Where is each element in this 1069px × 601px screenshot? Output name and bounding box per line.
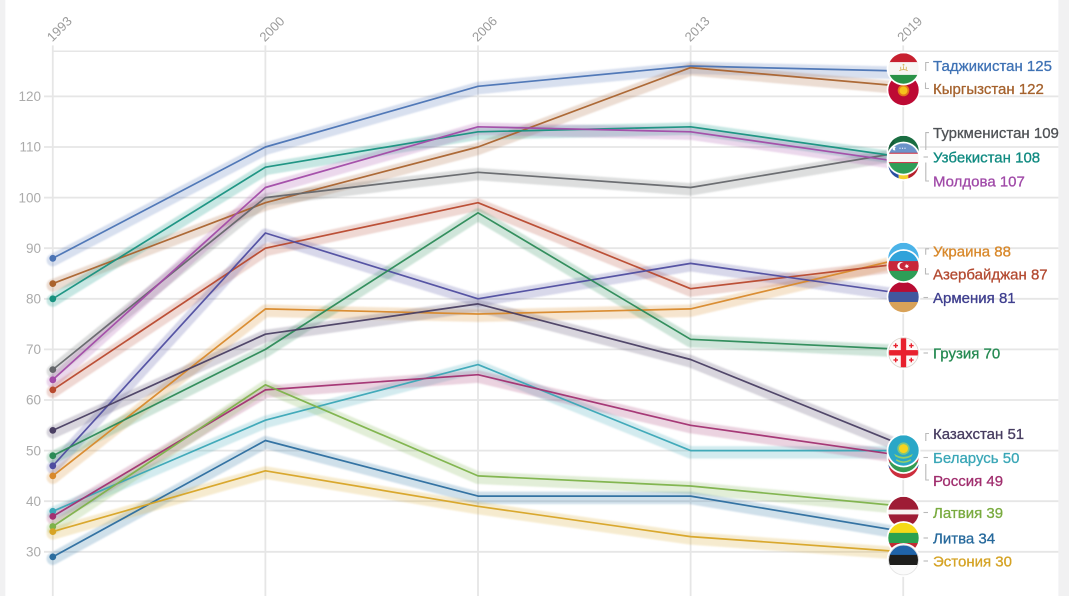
- svg-text:Казахстан 51: Казахстан 51: [933, 426, 1024, 443]
- svg-text:110: 110: [19, 140, 41, 155]
- svg-text:Беларусь 50: Беларусь 50: [933, 450, 1019, 467]
- svg-text:Узбекистан 108: Узбекистан 108: [933, 149, 1040, 166]
- svg-text:50: 50: [26, 443, 41, 458]
- svg-text:30: 30: [26, 545, 41, 560]
- svg-text:70: 70: [26, 342, 41, 357]
- svg-text:40: 40: [26, 494, 41, 509]
- svg-text:90: 90: [26, 241, 41, 256]
- svg-text:Литва 34: Литва 34: [933, 530, 995, 547]
- svg-text:Грузия 70: Грузия 70: [933, 345, 1000, 362]
- svg-text:Кыргызстан 122: Кыргызстан 122: [933, 81, 1044, 98]
- svg-text:Армения 81: Армения 81: [933, 290, 1016, 307]
- svg-text:80: 80: [26, 292, 41, 307]
- svg-text:Молдова 107: Молдова 107: [933, 173, 1025, 190]
- svg-text:Таджикистан 125: Таджикистан 125: [933, 58, 1052, 75]
- svg-text:Украина 88: Украина 88: [933, 243, 1011, 260]
- svg-text:100: 100: [18, 190, 41, 205]
- svg-text:120: 120: [18, 89, 41, 104]
- svg-text:Азербайджан 87: Азербайджан 87: [933, 266, 1048, 283]
- svg-text:Латвия 39: Латвия 39: [933, 505, 1003, 522]
- svg-text:Эстония 30: Эстония 30: [933, 553, 1012, 570]
- svg-text:60: 60: [26, 393, 41, 408]
- svg-text:Россия 49: Россия 49: [933, 473, 1003, 490]
- svg-text:Туркменистан 109: Туркменистан 109: [933, 125, 1059, 142]
